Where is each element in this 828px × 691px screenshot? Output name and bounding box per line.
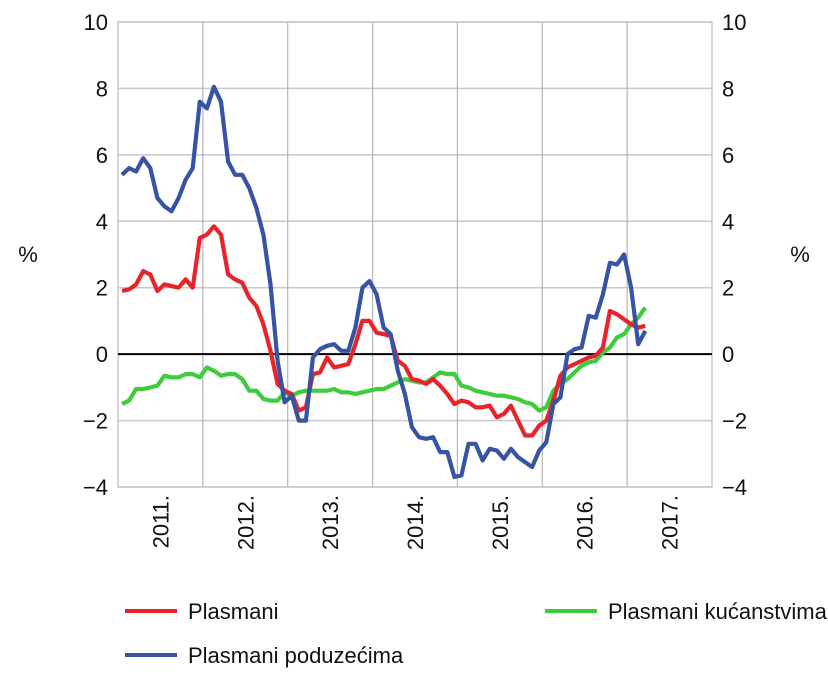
y-tick-label-left: 4: [96, 209, 108, 234]
legend-label-plasmani: Plasmani: [188, 599, 278, 624]
y-tick-label-left: 2: [96, 276, 108, 301]
x-axis: 2011. 2012. 2013. 2014. 2015. 2016. 2017.: [148, 495, 682, 550]
y-axis-label-right: %: [790, 242, 810, 267]
x-tick-label: 2017.: [658, 495, 683, 550]
plot-frame: [117, 21, 713, 488]
y-tick-label-left: 0: [96, 342, 108, 367]
y-tick-label-left: 10: [84, 10, 108, 35]
legend-label-plasmani-poduzecima: Plasmani poduzećima: [188, 643, 404, 668]
legend-label-plasmani-kucanstvima: Plasmani kućanstvima: [608, 599, 828, 624]
y-axis-label-left: %: [18, 242, 38, 267]
y-axis-left: −4 −2 0 2 4 6 8 10: [83, 10, 108, 500]
y-tick-label-right: −2: [722, 409, 747, 434]
y-tick-label-right: 6: [722, 143, 734, 168]
series-line-plasmani-poduze-ima: [120, 84, 648, 480]
x-tick-label: 2014.: [403, 495, 428, 550]
y-tick-label-left: 6: [96, 143, 108, 168]
series-group: [120, 84, 648, 480]
legend: Plasmani Plasmani kućanstvima Plasmani p…: [125, 599, 828, 668]
x-tick-label: 2011.: [148, 495, 173, 548]
y-tick-label-right: 8: [722, 76, 734, 101]
x-tick-label: 2012.: [233, 495, 258, 550]
y-tick-label-right: 10: [722, 10, 746, 35]
x-tick-label: 2016.: [573, 495, 598, 550]
y-tick-label-left: −4: [83, 475, 108, 500]
y-axis-right: −4 −2 0 2 4 6 8 10: [722, 10, 747, 500]
x-tick-label: 2015.: [488, 495, 513, 550]
y-tick-label-right: 4: [722, 209, 734, 234]
y-tick-label-right: 2: [722, 276, 734, 301]
y-tick-label-left: 8: [96, 76, 108, 101]
series-line-plasmani: [121, 224, 646, 438]
y-tick-label-left: −2: [83, 409, 108, 434]
y-tick-label-right: −4: [722, 475, 747, 500]
x-tick-label: 2013.: [318, 495, 343, 550]
y-tick-label-right: 0: [722, 342, 734, 367]
